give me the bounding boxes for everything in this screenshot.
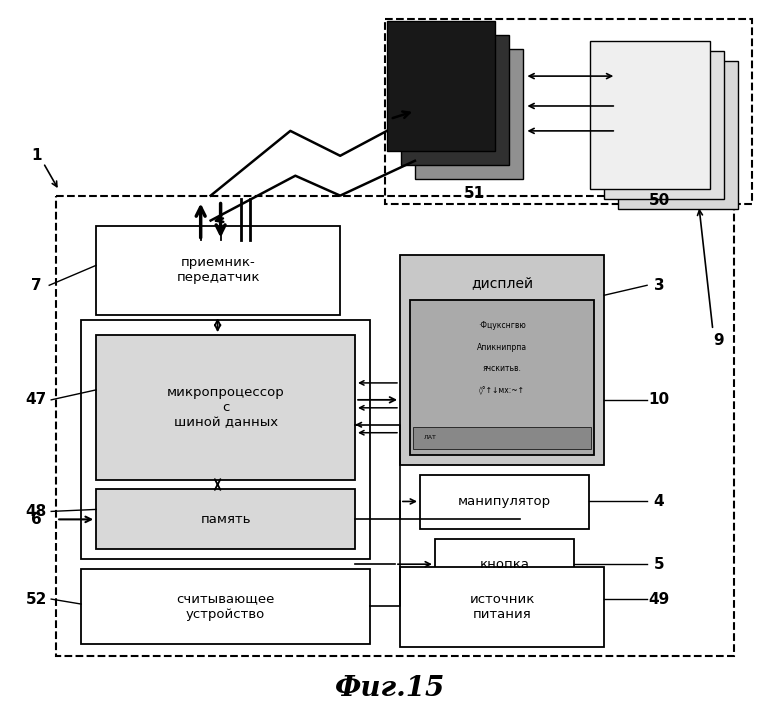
Text: ЛАТ: ЛАТ — [424, 435, 436, 440]
Text: 4: 4 — [654, 494, 665, 509]
Text: ·Фцукснгвю: ·Фцукснгвю — [478, 320, 526, 330]
Bar — [96, 335, 355, 480]
Text: 10: 10 — [648, 392, 669, 408]
Bar — [387, 22, 495, 150]
Text: дисплей: дисплей — [471, 276, 534, 290]
Text: 49: 49 — [648, 592, 670, 606]
Bar — [56, 196, 734, 656]
Text: ◊°↑↓мх:~↑: ◊°↑↓мх:~↑ — [479, 387, 525, 395]
Text: источник
питания: источник питания — [470, 593, 535, 621]
Text: микропроцессор
с
шиной данных: микропроцессор с шиной данных — [167, 386, 285, 429]
Bar — [410, 300, 594, 454]
Text: 47: 47 — [26, 392, 47, 408]
Bar — [415, 49, 523, 179]
Text: кнопка: кнопка — [480, 558, 530, 571]
Text: 5: 5 — [654, 557, 665, 572]
Bar — [604, 51, 724, 199]
Bar — [619, 61, 738, 209]
Text: 1: 1 — [31, 148, 41, 163]
Bar — [96, 490, 355, 549]
Bar — [434, 539, 574, 589]
Text: приемник-
передатчик: приемник- передатчик — [176, 256, 260, 284]
Text: 6: 6 — [31, 512, 41, 527]
Text: Апикнипрпа: Апикнипрпа — [477, 343, 527, 351]
Text: манипулятор: манипулятор — [458, 495, 551, 508]
Bar — [420, 474, 589, 529]
Text: 51: 51 — [464, 186, 485, 201]
Bar — [401, 35, 509, 165]
Bar — [81, 570, 370, 644]
Text: считывающее
устройство: считывающее устройство — [176, 593, 275, 621]
Bar — [400, 567, 604, 647]
Text: 3: 3 — [654, 278, 665, 293]
Bar — [385, 19, 752, 204]
Bar — [413, 427, 591, 449]
Bar — [81, 320, 370, 559]
Text: ячскитьв.: ячскитьв. — [483, 364, 522, 374]
Text: 7: 7 — [31, 278, 41, 293]
Text: 9: 9 — [714, 333, 724, 348]
Text: 50: 50 — [648, 193, 670, 208]
Bar — [400, 256, 604, 464]
Text: 52: 52 — [26, 592, 47, 606]
Text: Фиг.15: Фиг.15 — [335, 675, 445, 702]
Bar — [96, 225, 340, 315]
Text: память: память — [200, 513, 251, 526]
Bar — [590, 41, 710, 189]
Text: 48: 48 — [26, 504, 47, 519]
